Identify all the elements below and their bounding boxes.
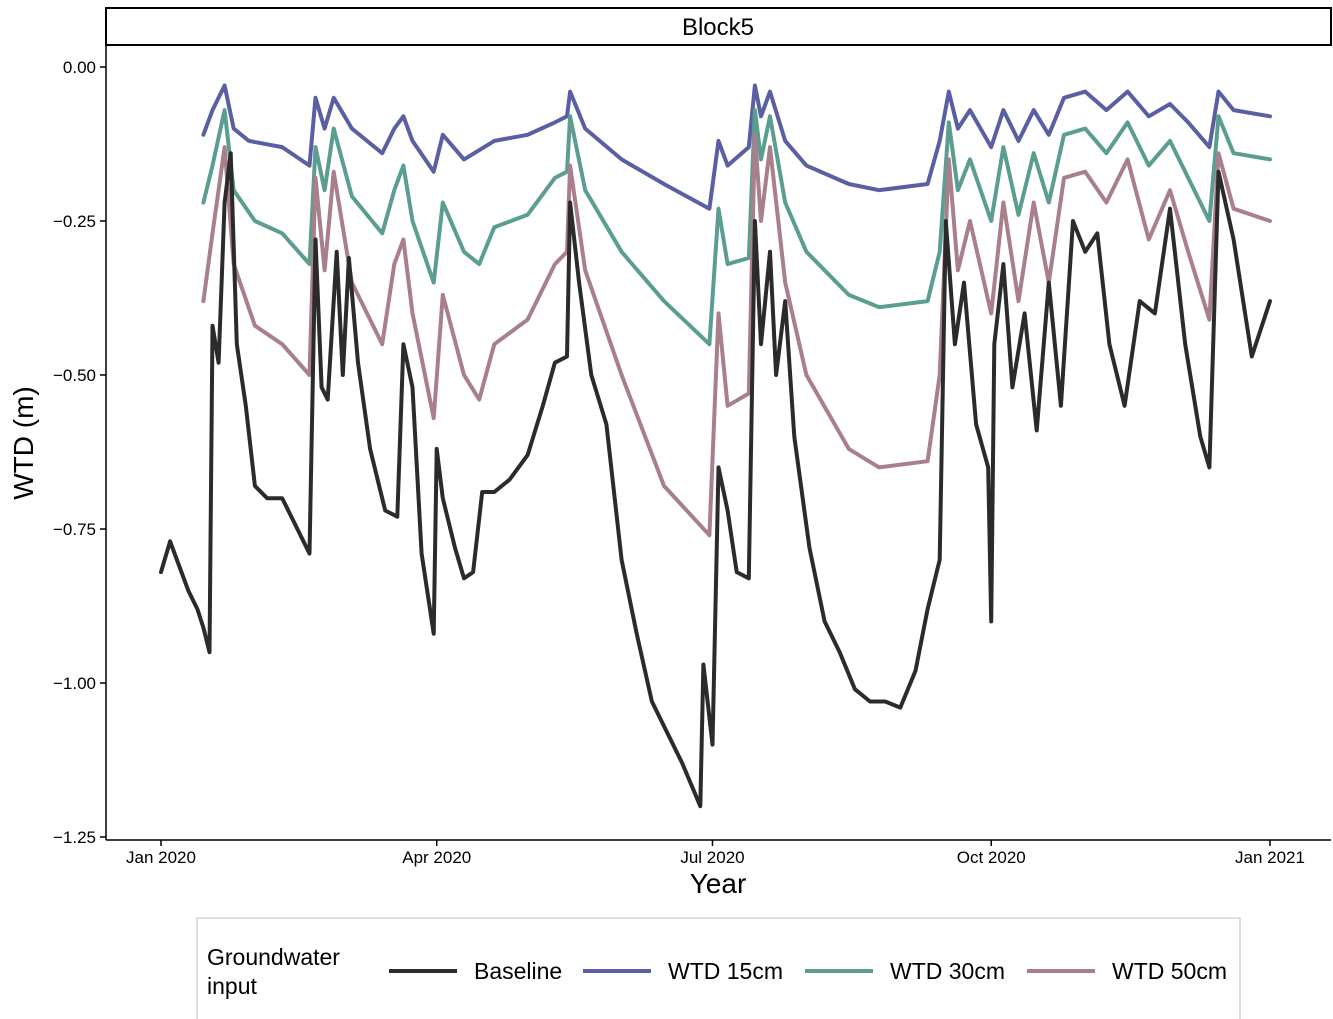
- legend-title-line1: Groundwater: [207, 944, 340, 970]
- y-tick-label: −0.75: [53, 520, 96, 539]
- x-axis-ticks: Jan 2020 Apr 2020 Jul 2020 Oct 2020 Jan 2021: [126, 840, 1305, 867]
- facet-strip: [105, 7, 1332, 46]
- y-tick-label: 0.00: [63, 58, 96, 77]
- series-group: [159, 83, 1272, 809]
- legend-items: Baseline WTD 15cm WTD 30cm WTD 50cm: [389, 958, 1227, 984]
- legend-label-wtd-30cm: WTD 30cm: [890, 958, 1005, 984]
- y-tick-label: −0.50: [53, 366, 96, 385]
- x-tick-label: Jul 2020: [680, 848, 744, 867]
- legend: Groundwater input Baseline WTD 15cm WTD 30…: [196, 917, 1241, 1019]
- series-line-wtd-15cm: [201, 83, 1272, 211]
- x-tick-label: Oct 2020: [957, 848, 1026, 867]
- y-tick-label: −0.25: [53, 212, 96, 231]
- series-line-baseline: [159, 151, 1272, 809]
- series-line-wtd-50cm: [201, 132, 1272, 538]
- facet-strip-title: Block5: [682, 14, 754, 41]
- x-axis-title: Year: [690, 868, 747, 899]
- legend-label-wtd-50cm: WTD 50cm: [1112, 958, 1227, 984]
- legend-title-line2: input: [207, 973, 257, 999]
- legend-label-wtd-15cm: WTD 15cm: [668, 958, 783, 984]
- x-tick-label: Apr 2020: [402, 848, 471, 867]
- y-tick-label: −1.25: [53, 828, 96, 847]
- x-tick-label: Jan 2021: [1235, 848, 1305, 867]
- y-axis-ticks: 0.00 −0.25 −0.50 −0.75 −1.00 −1.25: [53, 58, 106, 847]
- x-tick-label: Jan 2020: [126, 848, 196, 867]
- y-tick-label: −1.00: [53, 674, 96, 693]
- legend-box: [196, 917, 1241, 1019]
- y-axis-title: WTD (m): [8, 386, 39, 500]
- legend-label-baseline: Baseline: [474, 958, 562, 984]
- series-line-wtd-30cm: [201, 108, 1272, 347]
